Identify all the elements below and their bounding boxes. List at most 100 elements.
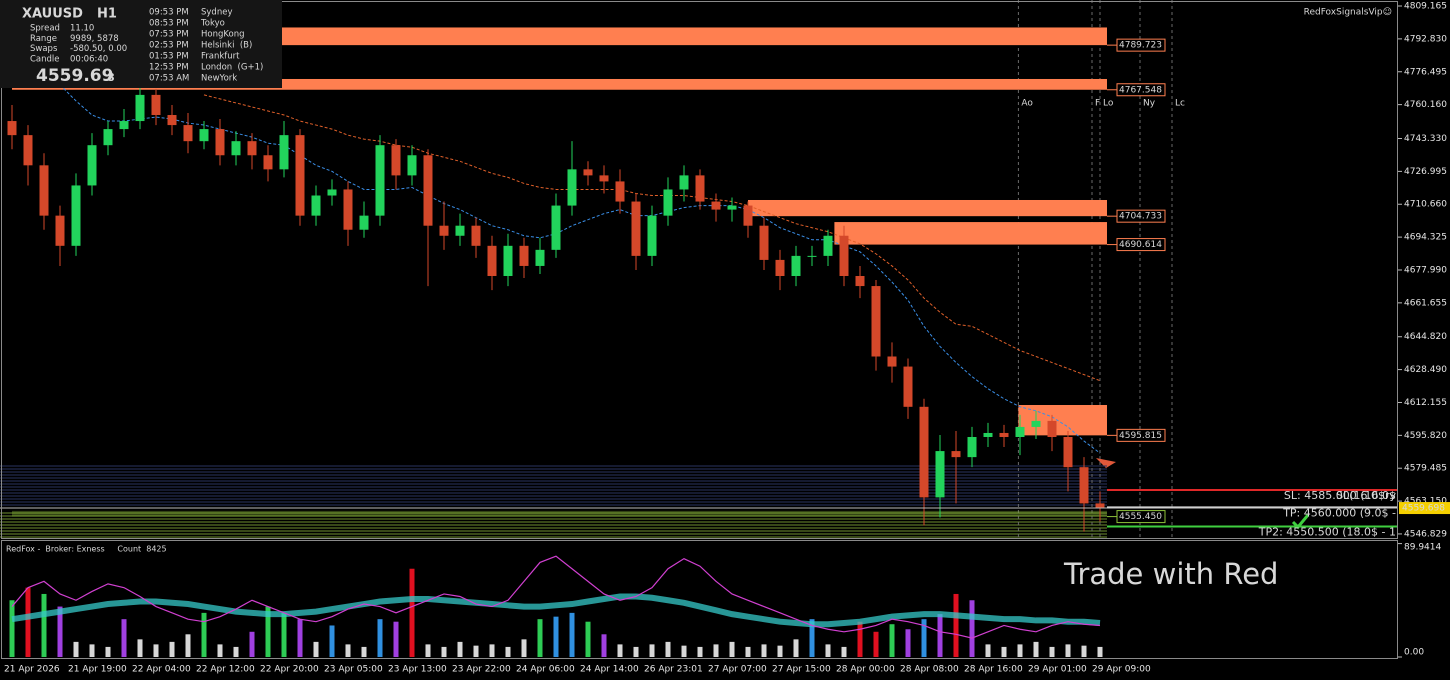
- trade-level-label: SL: 4585.000 (16.0$: [1284, 489, 1396, 502]
- indicator-annotation: Trade with Red: [1063, 557, 1278, 591]
- x-tick-label: 29 Apr 09:00: [1092, 665, 1151, 675]
- y-tick-label: 4546.829: [1404, 529, 1447, 539]
- histogram-bar: [1097, 646, 1103, 657]
- histogram-bar: [57, 606, 63, 657]
- histogram-bar: [441, 646, 447, 657]
- candle-body: [7, 121, 17, 136]
- candle-body: [71, 185, 81, 246]
- candle-body: [519, 245, 529, 266]
- candle-body: [247, 141, 257, 156]
- histogram-bar: [137, 639, 143, 657]
- histogram-bar: [249, 631, 255, 657]
- histogram-bar: [601, 634, 607, 657]
- info-label: Swaps: [30, 44, 58, 54]
- info-value: -580.50, 0.00: [70, 44, 127, 54]
- histogram-bar: [409, 568, 415, 657]
- session-name: Helsinki (B): [201, 41, 252, 51]
- session-label: Lc: [1175, 99, 1185, 109]
- histogram-bar: [553, 616, 559, 657]
- candle-body: [359, 215, 369, 230]
- histogram-bar: [377, 619, 383, 657]
- x-tick-label: 28 Apr 00:00: [836, 665, 895, 675]
- histogram-bar: [681, 645, 687, 657]
- histogram-bar: [1065, 644, 1071, 657]
- candle-body: [343, 189, 353, 230]
- histogram-bar: [921, 619, 927, 657]
- candle-body: [967, 436, 977, 458]
- zone-label: 4690.614: [1119, 240, 1162, 250]
- candle-body: [567, 169, 577, 206]
- candle-body: [503, 245, 513, 277]
- candle-body: [999, 432, 1009, 437]
- candle-body: [599, 175, 609, 182]
- candle-body: [647, 215, 657, 256]
- session-name: Tokyo: [200, 19, 225, 29]
- candle-body: [167, 115, 177, 126]
- zone: [12, 27, 1107, 46]
- trade-level-label: TP: 4560.000 (9.0$ -: [1282, 506, 1396, 519]
- indicator-line: [11, 555, 1101, 639]
- session-time: 02:53 PM: [149, 41, 189, 51]
- histogram-bar: [121, 619, 127, 657]
- histogram-bar: [217, 644, 223, 657]
- candle-body: [919, 406, 929, 498]
- candle-body: [295, 135, 305, 216]
- y-tick-label: 89.9414: [1404, 543, 1441, 553]
- x-tick-label: 24 Apr 14:00: [580, 665, 639, 675]
- y-tick-label: 4644.820: [1404, 332, 1447, 342]
- histogram-bar: [793, 639, 799, 657]
- histogram-bar: [585, 621, 591, 657]
- x-tick-label: 23 Apr 13:00: [388, 665, 447, 675]
- session-time: 12:53 PM: [149, 63, 189, 73]
- y-tick-label: 4792.830: [1404, 34, 1447, 44]
- histogram-bar: [89, 644, 95, 657]
- session-time: 01:53 PM: [149, 52, 189, 62]
- candle-body: [839, 235, 849, 277]
- moving-average: [59, 84, 1101, 454]
- trade-level-overlap: SL(16.0$ry: [1336, 489, 1396, 502]
- histogram-bar: [809, 619, 815, 657]
- histogram-bar: [713, 644, 719, 657]
- zone-label: 4555.450: [1119, 512, 1162, 522]
- histogram-bar: [889, 624, 895, 657]
- candle-body: [455, 225, 465, 236]
- x-tick-label: 24 Apr 06:00: [516, 665, 575, 675]
- y-tick-label: 4579.485: [1404, 464, 1447, 474]
- candle-body: [727, 205, 737, 210]
- candle-body: [471, 225, 481, 246]
- candle-body: [423, 155, 433, 226]
- x-tick-label: 22 Apr 04:00: [132, 665, 191, 675]
- y-tick-label: 4760.160: [1404, 100, 1447, 110]
- candle-body: [327, 189, 337, 196]
- x-tick-label: 21 Apr 2026: [4, 665, 60, 675]
- x-tick-label: 22 Apr 20:00: [260, 665, 319, 675]
- histogram-bar: [105, 646, 111, 657]
- x-tick-label: 28 Apr 16:00: [964, 665, 1023, 675]
- y-tick-label: 4694.325: [1404, 233, 1447, 243]
- histogram-bar: [425, 644, 431, 657]
- y-tick-label: 4726.995: [1404, 167, 1447, 177]
- histogram-bar: [457, 641, 463, 657]
- histogram-bar: [537, 619, 543, 657]
- y-tick-label: 4743.330: [1404, 134, 1447, 144]
- candle-body: [1015, 426, 1025, 437]
- candle-body: [279, 135, 289, 170]
- histogram-bar: [25, 587, 31, 657]
- candle-body: [951, 451, 961, 458]
- histogram-bar: [1081, 645, 1087, 657]
- candle-body: [1079, 467, 1089, 504]
- histogram-bar: [873, 631, 879, 657]
- watermark: RedFoxSignalsVip☺: [1304, 7, 1392, 18]
- y-tick-label: 0.00: [1404, 648, 1424, 658]
- symbol: XAUUSD: [22, 7, 83, 22]
- candle-body: [743, 205, 753, 226]
- candle-body: [231, 141, 241, 156]
- session-label: Ao: [1021, 99, 1033, 109]
- x-tick-label: 23 Apr 05:00: [324, 665, 383, 675]
- session-time: 09:53 PM: [149, 8, 189, 18]
- candle-body: [311, 195, 321, 216]
- histogram-bar: [313, 641, 319, 657]
- candle-body: [631, 201, 641, 256]
- x-tick-label: 21 Apr 19:00: [68, 665, 127, 675]
- session-name: NewYork: [201, 74, 237, 84]
